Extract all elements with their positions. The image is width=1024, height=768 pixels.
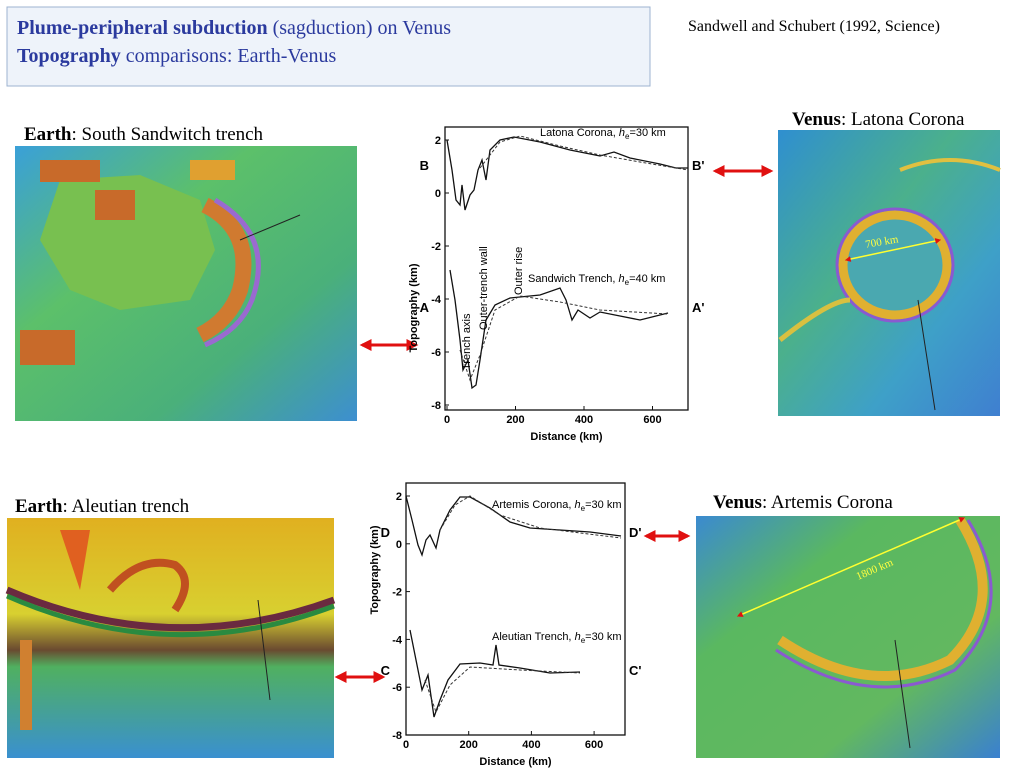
y-tick-label: -2 <box>431 241 441 253</box>
curve-name: Latona Corona, <box>540 127 619 139</box>
x-tick-label: 200 <box>506 414 524 426</box>
title-bold: Topography <box>17 45 121 67</box>
x-axis-label: Distance (km) <box>530 431 602 443</box>
model-curve <box>424 135 689 714</box>
curve-h: h <box>575 499 581 511</box>
y-tick-label: 0 <box>435 188 441 200</box>
profile-end-label: B <box>420 158 429 173</box>
y-axis-label: Topography (km) <box>369 525 381 614</box>
title-rest: (sagduction) on Venus <box>268 17 452 39</box>
curve-rest: =30 km <box>585 631 621 643</box>
panel-label: Venus: Artemis Corona <box>713 492 893 513</box>
curve-label: Sandwich Trench, he=40 km <box>528 273 665 287</box>
curve-h: h <box>619 127 625 139</box>
label-rest: : Artemis Corona <box>762 492 893 513</box>
map-image <box>15 146 357 421</box>
panel-label: Earth: South Sandwitch trench <box>24 124 264 145</box>
y-tick-label: 2 <box>435 135 441 147</box>
label-bold: Earth <box>24 124 72 145</box>
profile-end-label: C' <box>629 663 641 678</box>
curve-rest: =30 km <box>585 499 621 511</box>
map-image: 1800 km <box>696 516 1000 758</box>
annotation: Outer-trench wall <box>478 246 490 330</box>
curve-sub: e <box>581 636 586 645</box>
x-tick-label: 400 <box>575 414 593 426</box>
label-rest: : Latona Corona <box>841 109 965 130</box>
x-tick-label: 600 <box>643 414 661 426</box>
y-tick-label: -6 <box>392 682 402 694</box>
x-tick-label: 400 <box>522 739 540 751</box>
curve-label: Artemis Corona, he=30 km <box>492 499 622 513</box>
curve-sub: e <box>625 132 630 141</box>
label-rest: : South Sandwitch trench <box>72 124 264 145</box>
title-line: Topography comparisons: Earth-Venus <box>17 45 336 67</box>
curve-label: Latona Corona, he=30 km <box>540 127 666 141</box>
citation: Sandwell and Schubert (1992, Science) <box>688 18 940 35</box>
curve-name: Artemis Corona, <box>492 499 575 511</box>
curve-name: Aleutian Trench, <box>492 631 575 643</box>
panel-label: Earth: Aleutian trench <box>15 496 190 517</box>
y-tick-label: -8 <box>431 400 441 412</box>
y-tick-label: 2 <box>396 491 402 503</box>
label-bold: Venus <box>713 492 762 513</box>
title-box <box>6 6 651 87</box>
label-bold: Venus <box>792 109 841 130</box>
y-tick-label: -2 <box>392 587 402 599</box>
profile-end-label: C <box>381 663 391 678</box>
map-image <box>5 518 336 758</box>
curve-h: h <box>575 631 581 643</box>
panel-label: Venus: Latona Corona <box>792 109 965 130</box>
scale-label: 700 km <box>864 233 899 251</box>
y-tick-label: -4 <box>431 294 442 306</box>
profile-end-label: A <box>420 300 430 315</box>
curve-h: h <box>619 273 625 285</box>
title-rest: comparisons: Earth-Venus <box>121 45 337 67</box>
profile-end-label: D <box>381 525 390 540</box>
y-tick-label: 0 <box>396 539 402 551</box>
curve-rest: =40 km <box>629 273 665 285</box>
annotation: Trench axis <box>461 313 473 370</box>
label-rest: : Aleutian trench <box>63 496 190 517</box>
y-tick-label: -4 <box>392 634 403 646</box>
x-tick-label: 0 <box>403 739 409 751</box>
link-arrow <box>334 165 774 683</box>
profile-end-label: B' <box>692 158 704 173</box>
y-axis-label: Topography (km) <box>408 263 420 352</box>
curve-rest: =30 km <box>629 127 665 139</box>
plot-frame <box>444 126 689 411</box>
y-tick-label: -6 <box>431 347 441 359</box>
map-image: 700 km <box>778 130 1001 416</box>
x-axis-label: Distance (km) <box>479 756 551 768</box>
profile-end-label: D' <box>629 525 641 540</box>
x-tick-label: 600 <box>585 739 603 751</box>
profile-curve <box>405 136 688 718</box>
curve-sub: e <box>581 504 586 513</box>
x-tick-label: 0 <box>444 414 450 426</box>
title-line: Plume-peripheral subduction (sagduction)… <box>17 17 451 39</box>
x-tick-label: 200 <box>460 739 478 751</box>
curve-name: Sandwich Trench, <box>528 273 619 285</box>
plot-frame <box>405 482 626 736</box>
y-tick-label: -8 <box>392 730 402 742</box>
curve-label: Aleutian Trench, he=30 km <box>492 631 622 645</box>
annotation: Outer rise <box>513 247 525 295</box>
curve-sub: e <box>625 278 630 287</box>
label-bold: Earth <box>15 496 63 517</box>
profile-end-label: A' <box>692 300 704 315</box>
title-bold: Plume-peripheral subduction <box>17 17 268 39</box>
